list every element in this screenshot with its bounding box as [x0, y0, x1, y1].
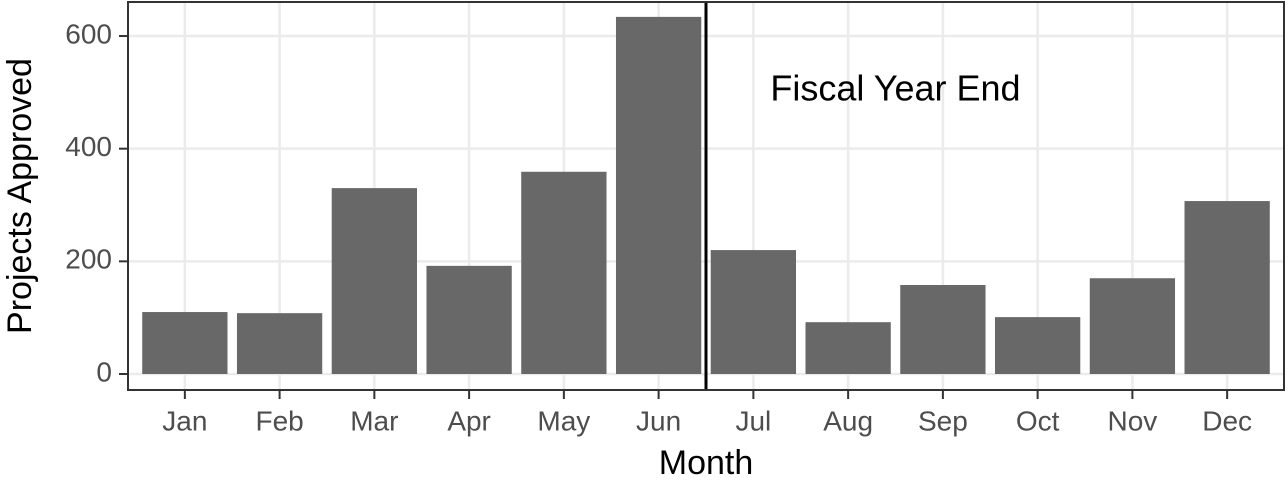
x-tick-label: Jun [636, 405, 681, 436]
y-axis-title: Projects Approved [1, 58, 39, 334]
bar [995, 317, 1081, 375]
y-tick-label: 200 [65, 244, 112, 275]
panel-border [127, 1, 1285, 391]
bar [710, 250, 797, 375]
bar [805, 322, 891, 375]
x-tick-label: Feb [255, 405, 303, 436]
plot-area: 0 200 400 600 Jan Feb Mar Apr May Jun Jul Aug Sep Oct… [65, 1, 1285, 436]
x-tick-label: Sep [918, 405, 968, 436]
x-tick-label: Oct [1016, 405, 1060, 436]
y-tick-label: 0 [96, 356, 112, 387]
bar [1184, 201, 1270, 375]
x-tick-label: Dec [1202, 405, 1252, 436]
bar [615, 16, 702, 375]
bar [426, 265, 512, 375]
x-tick-label: Mar [350, 405, 398, 436]
bar [900, 285, 986, 375]
x-tick-label: Nov [1107, 405, 1157, 436]
bar [1089, 278, 1176, 375]
y-tick-label: 400 [65, 131, 112, 162]
x-tick-label: Aug [823, 405, 873, 436]
bar [236, 313, 323, 375]
x-axis-title: Month [659, 444, 754, 482]
x-tick-label: May [537, 405, 590, 436]
x-tick-label: Jan [162, 405, 207, 436]
bar [142, 312, 228, 375]
bar [331, 188, 417, 375]
x-tick-label: Jul [735, 405, 771, 436]
y-tick-label: 600 [65, 18, 112, 49]
annotation: Fiscal Year End [770, 68, 1020, 109]
x-tick-label: Apr [447, 405, 491, 436]
bar [521, 171, 607, 375]
